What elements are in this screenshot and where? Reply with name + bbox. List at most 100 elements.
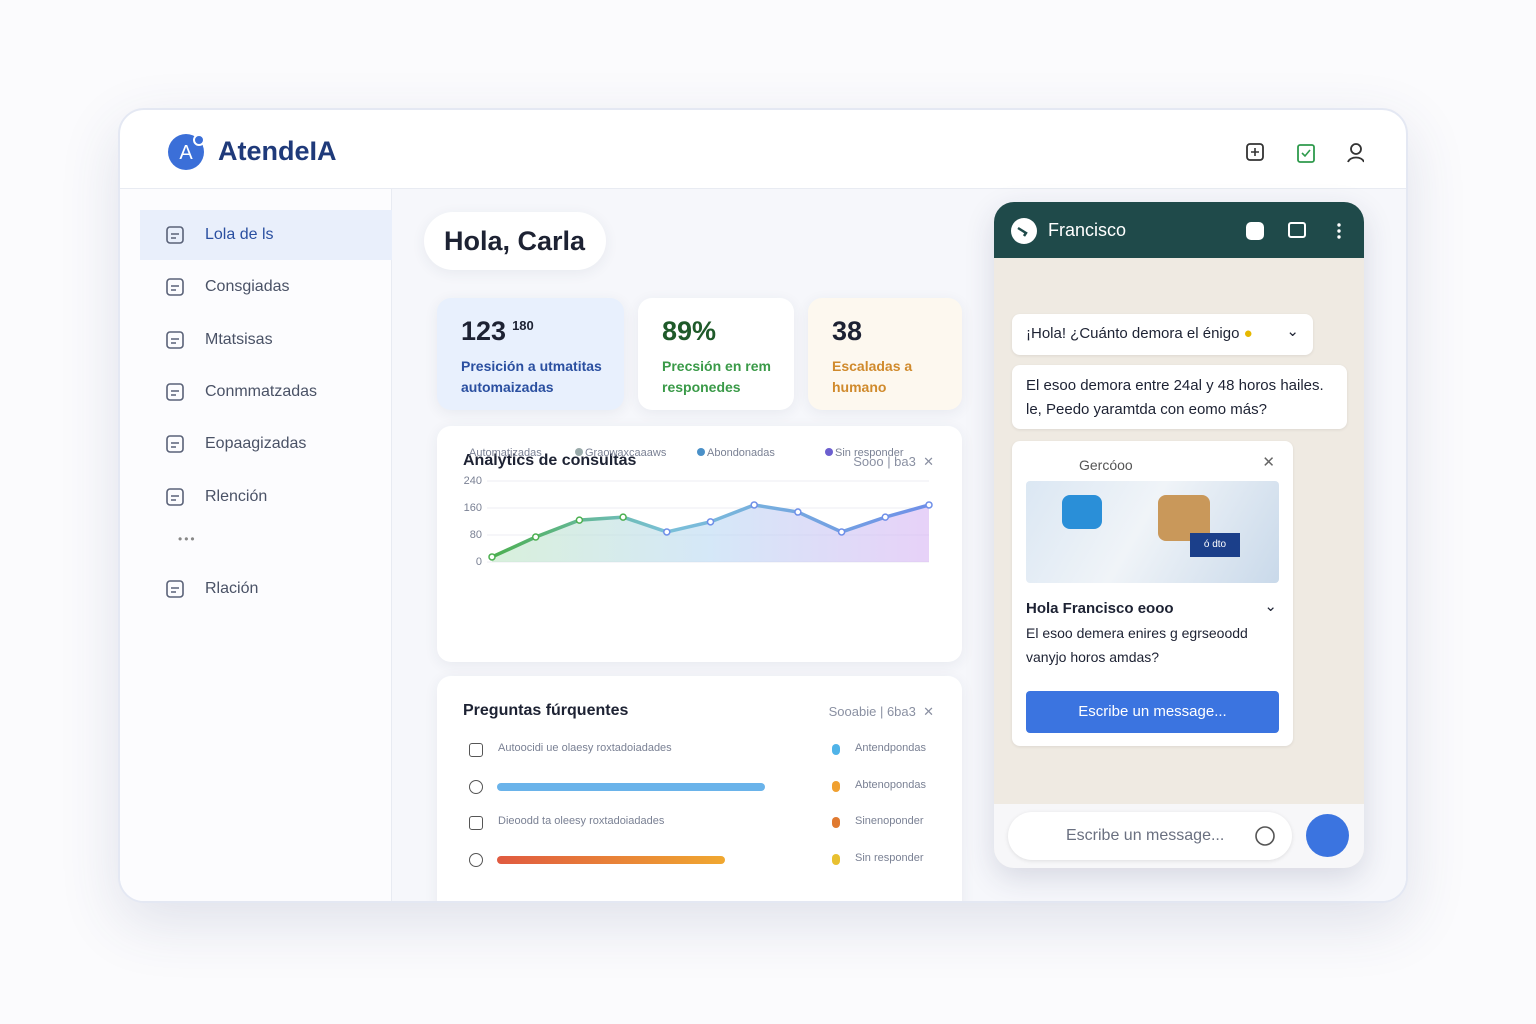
chat-name: Francisco <box>1048 220 1127 240</box>
nav-item[interactable]: Rlación <box>140 564 392 614</box>
brand: AtendeIA <box>218 136 337 166</box>
status-dot <box>832 853 840 865</box>
greeting-pill: Hola, Carla <box>424 212 606 270</box>
image-shape <box>1062 495 1102 529</box>
status-dot <box>832 744 840 755</box>
stat-card: 123 180 Presición a utmatitas automaizadas <box>437 298 624 410</box>
emoji-icon[interactable] <box>1254 825 1276 847</box>
nav-item[interactable]: Mtatsisas <box>140 315 392 365</box>
image-label: ó dto <box>1190 533 1240 557</box>
card-button[interactable]: Escribe un message... <box>1026 691 1279 733</box>
area <box>492 504 929 562</box>
nav-item[interactable]: Eopaagizadas <box>140 419 392 469</box>
nav-label[interactable]: Consgiadas <box>205 278 290 296</box>
row-icon <box>469 852 483 867</box>
nav-label[interactable]: Rlención <box>205 487 268 505</box>
faq-panel: Preguntas fúrquentes Sooabie | 6ba3 ✕ Au… <box>437 676 962 901</box>
nav-icon[interactable] <box>165 487 185 507</box>
logo: A <box>168 134 205 170</box>
y-tick-label: 240 <box>464 475 482 487</box>
card-image: ó dto <box>1026 481 1279 583</box>
nav-item[interactable]: Lola de ls <box>140 210 392 260</box>
avatar <box>1011 218 1037 244</box>
point <box>619 513 627 521</box>
nav-label[interactable]: Mtatsisas <box>205 330 273 348</box>
panel-title: Analytics de consultas <box>463 452 637 469</box>
send-button[interactable] <box>1306 814 1349 857</box>
legend-dot <box>825 448 833 456</box>
nav-icon[interactable] <box>165 579 185 599</box>
nav-icon[interactable] <box>165 225 185 245</box>
point <box>794 508 802 516</box>
faq-label: Dieoodd ta oleesy roxtadoiadades <box>498 815 665 827</box>
svg-text:A: A <box>179 142 193 164</box>
card-title: Gercóoo <box>1079 457 1133 473</box>
status-dot <box>832 817 840 828</box>
point <box>750 501 758 509</box>
progress-bar <box>497 855 725 864</box>
input-placeholder[interactable]: Escribe un message... <box>1066 827 1225 844</box>
top-bar: A AtendeIA <box>120 110 1406 189</box>
outgoing-message: El esoo demora entre 24al y 48 horos hai… <box>1012 365 1347 429</box>
legend-dot <box>697 448 705 456</box>
faq-status: Sinenoponder <box>855 815 924 827</box>
y-tick-label: 0 <box>476 556 482 568</box>
stat-value: 123 180 <box>461 316 534 347</box>
legend-dot <box>575 448 583 456</box>
faq-label: Autoocidi ue olaesy roxtadoiadades <box>498 742 672 754</box>
panel-filter[interactable]: Sooo | ba3 ✕ <box>853 454 934 469</box>
filter-text[interactable]: Sooabie | 6ba3 <box>828 704 916 719</box>
point <box>837 528 846 536</box>
y-tick-label: 80 <box>470 529 482 541</box>
nav-icon[interactable] <box>165 330 185 350</box>
legend-label: Automatizadas <box>469 447 542 459</box>
status-dot <box>832 780 840 792</box>
header-icons[interactable] <box>1244 141 1364 165</box>
nav-item[interactable]: Conmmatzadas <box>140 367 392 417</box>
greeting: Hola, Carla <box>444 226 586 256</box>
sidebar: Lola de ls Consgiadas Mtatsisas Conmmatzada… <box>120 189 392 901</box>
close-icon[interactable]: ✕ <box>1262 454 1275 471</box>
stat-card: 89% Precsión en rem responedes <box>638 298 794 410</box>
analytics-panel: Analytics de consultas Sooo | ba3 ✕ Auto… <box>437 426 962 662</box>
legend-label: Sin responder <box>835 447 904 459</box>
point <box>925 501 933 509</box>
nav-label[interactable]: Rlación <box>205 580 259 597</box>
chat-footer: Escribe un message... <box>994 804 1364 868</box>
legend-label: Abondonadas <box>707 447 775 459</box>
stat-value: 89% <box>662 316 717 346</box>
row-icon <box>469 816 483 830</box>
nav-label[interactable]: Eopaagizadas <box>205 435 307 453</box>
expand-icon[interactable]: ⌄ <box>1264 598 1277 615</box>
point <box>881 513 890 521</box>
analytics-chart: Automatizadas Graowaxcaaaws Abondonadas Sin… <box>464 447 933 568</box>
card-body: El esoo demera enires g egrseoodd vanyjo… <box>1026 625 1248 665</box>
stat-label: Escaladas a humano <box>832 358 913 395</box>
card-heading: Hola Francisco eooo <box>1026 600 1174 617</box>
faq-status: Abtenopondas <box>855 778 926 791</box>
nav-icon[interactable] <box>165 382 185 402</box>
row-icon <box>469 743 483 757</box>
faq-status: Sin responder <box>855 851 924 864</box>
panel-title: Preguntas fúrquentes <box>463 702 629 719</box>
legend-label: Graowaxcaaaws <box>585 447 667 459</box>
more-dots: ••• <box>178 532 197 546</box>
nav-label[interactable]: Lola de ls <box>205 226 274 243</box>
stat-value: 38 <box>832 316 863 346</box>
stat-card: 38 Escaladas a humano <box>808 298 962 410</box>
message-input[interactable]: Escribe un message... <box>1008 812 1292 860</box>
stat-label: Precsión en rem responedes <box>662 358 771 395</box>
filter-text[interactable]: Sooo | ba3 <box>853 454 916 469</box>
nav-icon[interactable] <box>165 434 185 454</box>
point <box>663 528 671 536</box>
nav-item[interactable]: Consgiadas <box>140 262 392 312</box>
nav-icon[interactable] <box>165 277 185 297</box>
panel-filter[interactable]: Sooabie | 6ba3 ✕ <box>828 704 934 719</box>
nav-item[interactable]: Rlención <box>140 472 392 522</box>
chat-actions[interactable] <box>1244 220 1354 242</box>
chat-widget: Francisco ¡Hola! ¿Cuánto demora el énigo… <box>994 202 1364 868</box>
main-area: Hola, Carla 123 180 Presición a utmatitas … <box>392 189 1406 901</box>
faq-status: Antendpondas <box>855 742 926 754</box>
nav-label[interactable]: Conmmatzadas <box>205 382 318 400</box>
